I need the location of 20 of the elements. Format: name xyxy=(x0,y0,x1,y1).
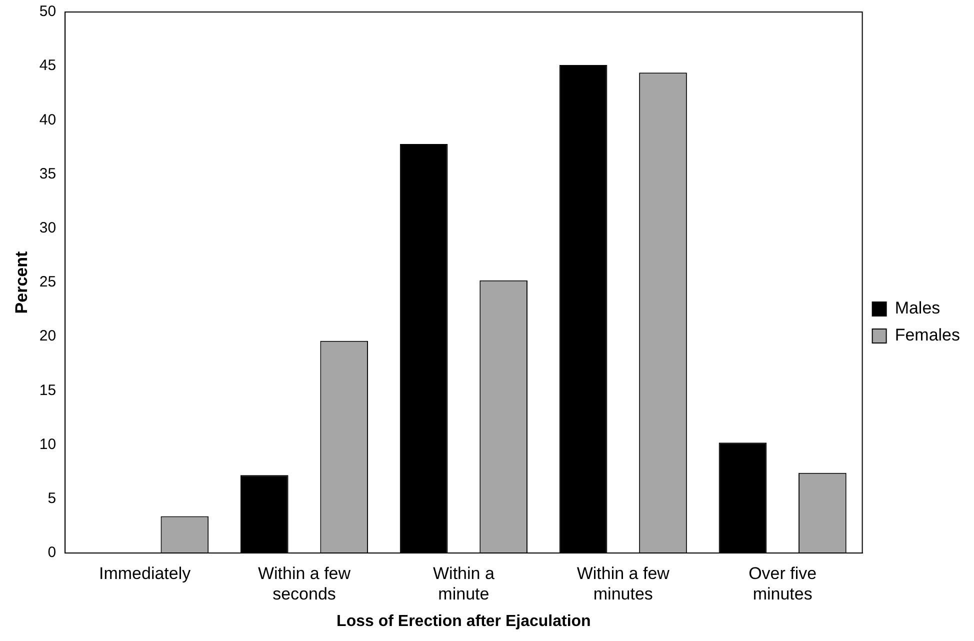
y-tick-label: 40 xyxy=(39,111,56,128)
x-tick-label: Immediately xyxy=(98,564,192,583)
y-tick-label: 10 xyxy=(39,436,56,453)
y-tick-label: 25 xyxy=(39,274,56,291)
x-tick-label: Within a few seconds xyxy=(258,564,352,604)
x-tick-label: Within a minute xyxy=(432,564,495,604)
x-axis-title: Loss of Erection after Ejaculation xyxy=(336,612,591,630)
y-tick-label: 30 xyxy=(39,220,56,237)
y-tick-label: 45 xyxy=(39,57,56,74)
legend-label: Males xyxy=(894,298,940,318)
y-tick-label: 15 xyxy=(39,382,56,399)
y-tick-label: 50 xyxy=(39,3,56,20)
x-tick-label: Over five minutes xyxy=(748,564,817,604)
y-tick-label: 35 xyxy=(39,165,56,182)
x-tick-label: Within a few minutes xyxy=(576,564,670,604)
y-tick-label: 5 xyxy=(48,490,56,508)
y-axis-title: Percent xyxy=(12,250,31,314)
y-tick-label: 20 xyxy=(39,328,56,345)
legend-label: Females xyxy=(894,326,960,345)
y-tick-label: 0 xyxy=(48,544,56,562)
